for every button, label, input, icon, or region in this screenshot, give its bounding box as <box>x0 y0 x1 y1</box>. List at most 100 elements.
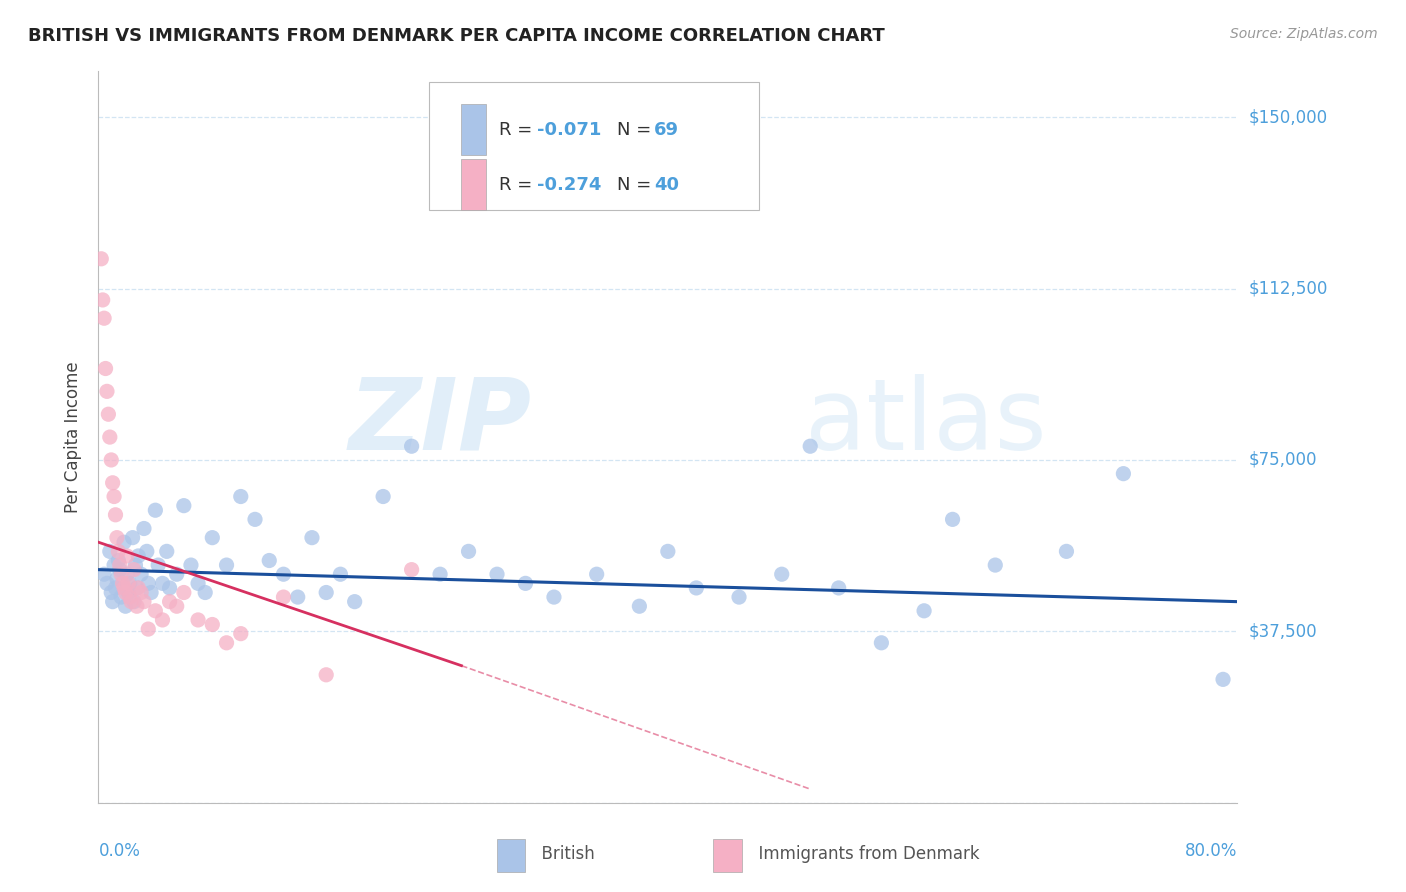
Point <box>94 361 117 376</box>
Point <box>148 558 170 573</box>
Point <box>159 581 181 595</box>
Point <box>912 604 935 618</box>
Point <box>457 544 479 558</box>
Point <box>103 558 125 573</box>
Point <box>329 567 352 582</box>
Point <box>129 567 152 582</box>
Point <box>243 512 266 526</box>
Point <box>135 544 157 558</box>
Point <box>287 590 309 604</box>
Point <box>122 594 145 608</box>
Point <box>108 558 131 573</box>
Point <box>173 499 195 513</box>
Bar <box>713 839 742 872</box>
Point <box>93 567 115 582</box>
Bar <box>461 104 485 155</box>
Point <box>1112 467 1135 481</box>
Text: R =: R = <box>499 176 538 194</box>
Point <box>401 563 423 577</box>
Point <box>429 567 451 582</box>
Point <box>486 567 509 582</box>
Point <box>122 563 145 577</box>
Text: ZIP: ZIP <box>349 374 531 471</box>
FancyBboxPatch shape <box>429 82 759 211</box>
Point <box>127 549 149 563</box>
Text: -0.071: -0.071 <box>537 121 602 139</box>
Text: N =: N = <box>617 121 657 139</box>
Point <box>770 567 793 582</box>
Point <box>728 590 751 604</box>
Text: $150,000: $150,000 <box>1249 108 1327 126</box>
Point <box>132 521 155 535</box>
Point <box>120 594 142 608</box>
Text: 80.0%: 80.0% <box>1185 842 1237 860</box>
Text: -0.274: -0.274 <box>537 176 602 194</box>
Text: 40: 40 <box>654 176 679 194</box>
Point <box>91 293 114 307</box>
Point <box>125 581 148 595</box>
Point <box>401 439 423 453</box>
Text: British: British <box>531 845 595 863</box>
Point <box>166 599 188 614</box>
Text: $75,000: $75,000 <box>1249 451 1317 469</box>
Point <box>132 594 155 608</box>
Point <box>215 636 238 650</box>
Point <box>111 576 134 591</box>
Point <box>373 490 395 504</box>
Point <box>104 581 127 595</box>
Point <box>107 544 129 558</box>
Point <box>315 585 337 599</box>
Point <box>301 531 323 545</box>
Point <box>187 576 209 591</box>
Point <box>543 590 565 604</box>
Point <box>166 567 188 582</box>
Bar <box>498 839 526 872</box>
Point <box>118 590 141 604</box>
Point <box>97 407 120 421</box>
Y-axis label: Per Capita Income: Per Capita Income <box>65 361 83 513</box>
Point <box>828 581 851 595</box>
Point <box>115 567 138 582</box>
Point <box>136 622 159 636</box>
Point <box>105 531 128 545</box>
Point <box>114 585 136 599</box>
Point <box>93 311 115 326</box>
Text: 0.0%: 0.0% <box>98 842 141 860</box>
Text: N =: N = <box>617 176 657 194</box>
Point <box>799 439 821 453</box>
Point <box>98 430 121 444</box>
Point <box>657 544 679 558</box>
Point <box>159 594 181 608</box>
Point <box>187 613 209 627</box>
Point <box>118 576 141 591</box>
Point <box>108 563 131 577</box>
Point <box>100 585 122 599</box>
Point <box>259 553 281 567</box>
Point <box>229 490 252 504</box>
Point <box>194 585 217 599</box>
Point <box>984 558 1007 573</box>
Point <box>685 581 707 595</box>
Point <box>129 585 152 599</box>
Point <box>125 599 148 614</box>
Point <box>139 585 162 599</box>
Point <box>628 599 651 614</box>
Point <box>105 572 128 586</box>
Point <box>156 544 179 558</box>
Point <box>112 581 135 595</box>
Text: R =: R = <box>499 121 538 139</box>
Point <box>110 590 132 604</box>
Point <box>273 590 295 604</box>
Point <box>870 636 893 650</box>
Point <box>100 453 122 467</box>
Point <box>136 576 159 591</box>
Point <box>115 549 138 563</box>
Text: BRITISH VS IMMIGRANTS FROM DENMARK PER CAPITA INCOME CORRELATION CHART: BRITISH VS IMMIGRANTS FROM DENMARK PER C… <box>28 27 884 45</box>
Point <box>152 613 174 627</box>
Text: $37,500: $37,500 <box>1249 623 1317 640</box>
Point <box>173 585 195 599</box>
Point <box>107 553 129 567</box>
Point <box>180 558 202 573</box>
Point <box>103 490 125 504</box>
Point <box>152 576 174 591</box>
